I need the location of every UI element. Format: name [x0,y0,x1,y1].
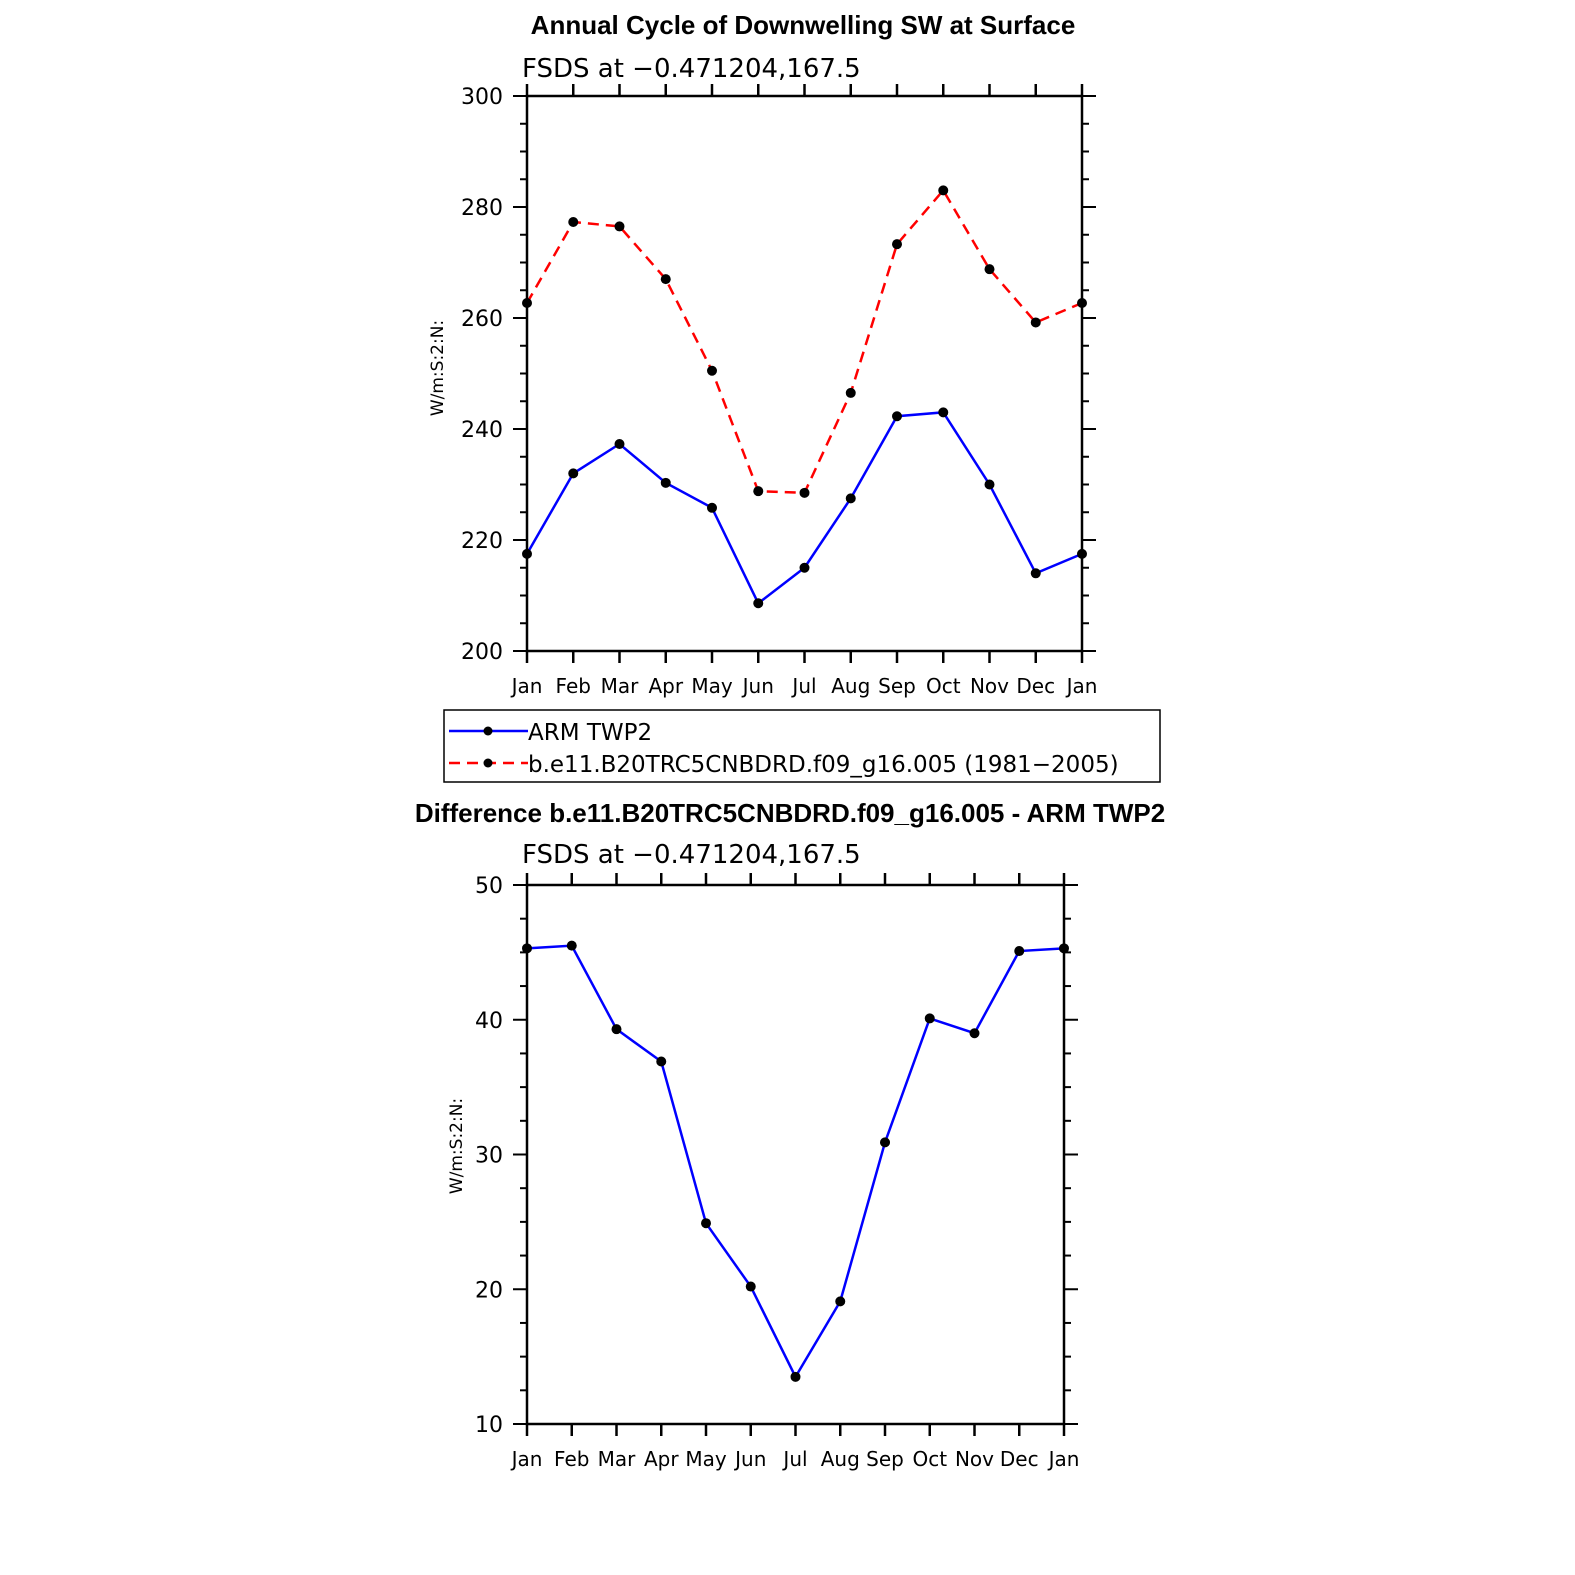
y-tick-label: 300 [461,85,503,110]
series-0-point [1014,946,1025,957]
x-tick-label: Aug [821,1447,860,1471]
legend-marker-model [483,758,493,768]
chart-2-title: Difference b.e11.B20TRC5CNBDRD.f09_g16.0… [415,798,1165,828]
x-tick-label: Aug [831,674,870,698]
x-tick-label: Oct [912,1447,947,1471]
x-tick-label: Oct [926,674,961,698]
legend: ARM TWP2 b.e11.B20TRC5CNBDRD.f09_g16.005… [443,709,1161,783]
series-1-point [845,387,856,398]
series-0-point [522,548,532,559]
x-tick-label: Apr [648,674,683,698]
series-0-point [614,438,625,449]
series-0-point [845,493,856,504]
series-0-point [969,1028,980,1039]
series-0-point [938,407,949,418]
chart-difference: Difference b.e11.B20TRC5CNBDRD.f09_g16.0… [415,798,1165,1471]
x-tick-label: Jun [733,1447,766,1471]
chart-1-ylabel: W/m:S:2:N: [428,320,448,416]
y-tick-label: 20 [475,1278,503,1303]
series-0-point [1059,943,1069,954]
series-0-point [566,940,577,951]
x-tick-label: Sep [866,1447,904,1471]
series-0-point [924,1013,935,1024]
series-1-point [1030,317,1041,328]
y-tick-label: 200 [461,640,503,665]
legend-label-arm: ARM TWP2 [528,720,652,746]
x-tick-label: Feb [556,674,591,698]
series-0-point [790,1371,801,1382]
x-tick-label: Nov [955,1447,994,1471]
y-tick-label: 280 [461,196,503,221]
x-tick-label: May [685,1447,727,1471]
y-tick-label: 50 [475,874,503,899]
series-1-point [799,487,810,498]
y-tick-label: 260 [461,307,503,332]
chart-2-frame [525,883,1066,1426]
y-tick-label: 10 [475,1413,503,1438]
chart-2-subtitle: FSDS at −0.471204,167.5 [522,840,861,870]
chart-annual-cycle: Annual Cycle of Downwelling SW at Surfac… [428,10,1097,698]
series-0-point [568,468,579,479]
series-1-point [1077,298,1087,309]
y-tick-label: 220 [461,529,503,554]
series-0-point [892,411,902,422]
chart-2-ylabel: W/m:S:2:N: [447,1098,467,1194]
series-1-point [614,221,625,232]
series-1-point [568,216,579,227]
series-0-point [745,1281,756,1292]
series-1-point [938,185,949,196]
x-tick-label: Feb [554,1447,589,1471]
series-0-point [753,598,764,609]
legend-label-model: b.e11.B20TRC5CNBDRD.f09_g16.005 (1981−20… [528,752,1119,778]
x-tick-label: Sep [878,674,916,698]
x-tick-label: Jan [1047,1447,1080,1471]
x-tick-label: Jun [741,674,774,698]
x-tick-label: Jan [1065,674,1098,698]
x-tick-label: Jan [510,674,543,698]
legend-box [443,709,1161,783]
series-1-point [522,298,532,309]
x-tick-label: Apr [644,1447,679,1471]
series-1-line [525,188,1083,495]
series-1-point [892,239,902,250]
x-tick-label: May [691,674,733,698]
x-tick-label: Dec [1016,674,1055,698]
chart-2-plot-area: Jan Feb Mar Apr May Jun Jul Aug Sep Oct Nov Dec Jan 1… [475,873,1079,1471]
series-0-point [522,943,532,954]
series-0-point [611,1024,622,1035]
y-tick-label: 240 [461,418,503,443]
chart-1-subtitle: FSDS at −0.471204,167.5 [522,54,861,84]
series-0-line [525,411,1083,606]
series-0-point [1077,548,1087,559]
series-0-point [707,502,717,513]
series-1-point [660,274,671,285]
y-tick-label: 30 [475,1144,503,1169]
series-0-point [880,1137,890,1148]
series-0-point [984,479,995,490]
y-tick-label: 40 [475,1009,503,1034]
x-tick-label: Nov [970,674,1009,698]
x-tick-label: Mar [598,1447,637,1471]
x-tick-label: Jan [510,1447,543,1471]
series-0-line [526,944,1065,1380]
series-0-point [656,1056,667,1067]
x-tick-label: Mar [601,674,640,698]
series-0-point [1030,568,1041,579]
series-0-point [660,477,671,488]
chart-1-plot-area: Jan Feb Mar Apr May Jun Jul Aug Sep Oct Nov Dec Jan 2… [461,84,1097,698]
x-tick-label: Jul [781,1447,807,1471]
series-1-point [984,264,995,275]
chart-1-title: Annual Cycle of Downwelling SW at Surfac… [531,10,1076,40]
series-1-point [753,486,764,497]
series-1-point [707,365,717,376]
series-0-point [701,1218,711,1229]
x-tick-label: Jul [790,674,816,698]
x-tick-label: Dec [1000,1447,1039,1471]
series-0-point [835,1296,846,1307]
series-0-point [799,562,810,573]
legend-marker-arm [483,726,493,736]
